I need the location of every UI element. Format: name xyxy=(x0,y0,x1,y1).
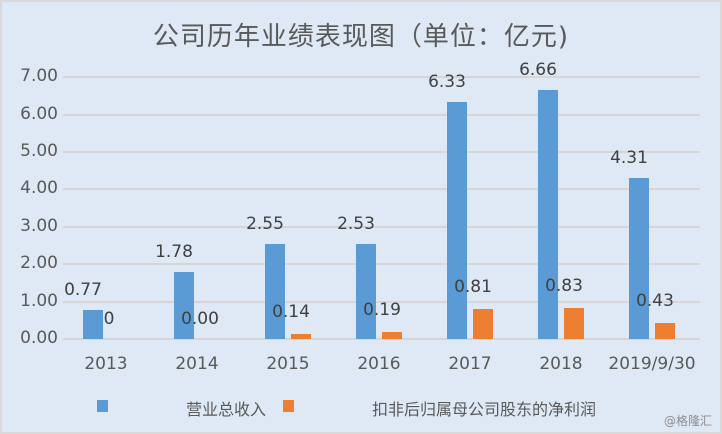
gridline xyxy=(63,151,700,153)
x-tick-label: 2015 xyxy=(266,354,310,374)
bar-net-profit xyxy=(291,333,311,339)
y-tick-label: 5.00 xyxy=(20,141,58,161)
bar-net-profit xyxy=(382,331,402,339)
data-label: 0.43 xyxy=(636,290,674,311)
y-tick-label: 3.00 xyxy=(20,215,58,236)
x-tick-label: 2018 xyxy=(539,354,583,374)
data-label: 0 xyxy=(103,309,115,329)
x-tick-label: 2014 xyxy=(175,354,219,374)
bar-net-profit xyxy=(473,308,493,339)
gridline xyxy=(63,338,700,340)
gridline xyxy=(63,113,700,116)
data-label: 2.55 xyxy=(246,213,284,234)
data-label: 0.19 xyxy=(363,299,401,320)
y-tick-label: 0.00 xyxy=(20,328,58,348)
y-tick-label: 7.00 xyxy=(20,66,58,87)
bar-revenue xyxy=(629,177,649,339)
data-label: 2.53 xyxy=(337,214,375,235)
y-tick-label: 4.00 xyxy=(20,178,58,199)
x-tick-label: 2019/9/30 xyxy=(608,354,696,374)
data-label: 6.33 xyxy=(428,72,466,93)
y-tick-label: 6.00 xyxy=(20,103,58,124)
x-tick-label: 2013 xyxy=(84,354,128,374)
watermark: @格隆汇 xyxy=(663,414,712,428)
chart-title: 公司历年业绩表现图（单位：亿元) xyxy=(152,22,570,52)
bar-revenue xyxy=(356,244,376,339)
data-label: 0.83 xyxy=(545,275,583,296)
data-label: 0.00 xyxy=(181,309,219,329)
data-label: 0.77 xyxy=(64,280,102,301)
bar-revenue xyxy=(538,89,558,339)
data-label: 0.81 xyxy=(454,276,492,297)
data-label: 1.78 xyxy=(155,242,193,263)
bar-net-profit xyxy=(655,322,675,339)
legend-label-revenue: 营业总收入 xyxy=(186,400,267,419)
gridline xyxy=(63,76,700,79)
gridline xyxy=(63,263,700,266)
bar-revenue xyxy=(265,243,285,339)
y-tick-label: 1.00 xyxy=(20,290,58,311)
gridline xyxy=(63,300,700,303)
gridline xyxy=(63,225,700,228)
gridline xyxy=(63,188,700,191)
x-tick-label: 2017 xyxy=(448,354,492,374)
bar-revenue xyxy=(447,102,467,339)
x-tick-label: 2016 xyxy=(357,354,401,374)
legend-swatch-revenue xyxy=(97,400,108,412)
bar-net-profit xyxy=(564,307,584,339)
data-label: 4.31 xyxy=(610,147,648,168)
data-label: 0.14 xyxy=(272,301,310,322)
legend-label-net-profit: 扣非后归属母公司股东的净利润 xyxy=(372,400,597,419)
data-label: 6.66 xyxy=(519,59,557,80)
legend-swatch-net-profit xyxy=(283,400,294,412)
y-tick-label: 2.00 xyxy=(20,253,58,274)
bar-revenue xyxy=(174,272,194,339)
bar-revenue xyxy=(83,310,103,339)
